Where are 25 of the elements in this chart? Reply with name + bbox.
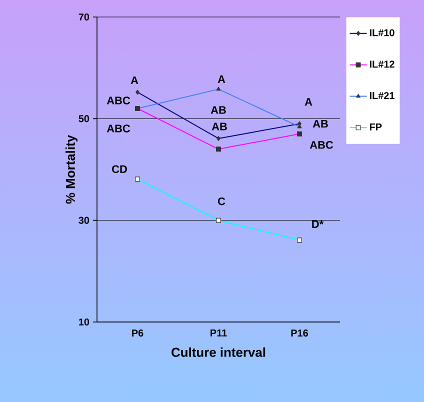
annotation: AB [312, 120, 328, 128]
x-tick-label: P16 [291, 330, 308, 337]
annotation: A [218, 75, 226, 83]
annotation: C [218, 197, 226, 206]
y-axis-title: % Mortality [65, 135, 78, 204]
x-tick-label: P6 [132, 330, 144, 337]
y-tick-label: 30 [78, 216, 90, 224]
legend-label: FP [370, 123, 382, 130]
annotation: A [304, 98, 312, 106]
legend-label: IL#12 [370, 60, 394, 68]
y-tick-label: 70 [78, 13, 90, 21]
annotation: ABC [310, 141, 334, 149]
annotation: ABC [106, 96, 130, 104]
y-tick-label: 50 [78, 115, 90, 122]
annotation: D* [312, 220, 324, 228]
x-tick-label: P11 [210, 330, 227, 336]
y-tick-label: 10 [79, 318, 90, 326]
annotation: ABC [106, 124, 130, 132]
legend-label: IL#21 [370, 92, 394, 100]
annotation: CD [112, 165, 127, 174]
annotation: AB [210, 106, 226, 114]
annotation: AB [212, 122, 227, 130]
x-axis-title: Culture interval [172, 347, 266, 357]
annotation: A [130, 76, 138, 84]
legend-label: IL#10 [370, 29, 394, 36]
